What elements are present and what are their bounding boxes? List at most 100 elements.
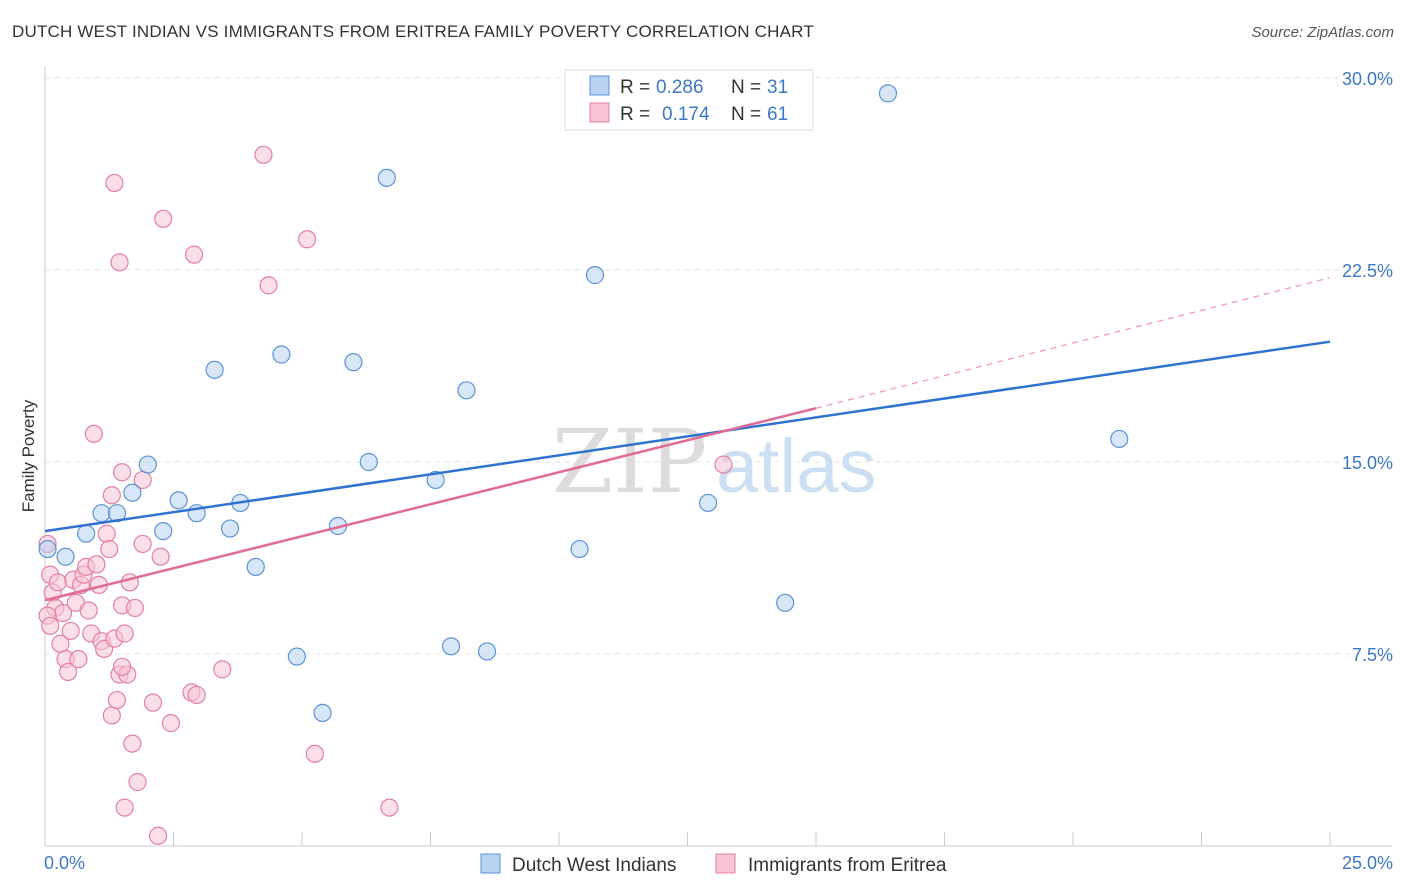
eritrea-point xyxy=(125,598,145,618)
source-label: Source: ZipAtlas.com xyxy=(1251,24,1394,41)
eritrea-point xyxy=(305,744,324,763)
eritrea-point xyxy=(123,734,142,753)
legend-r-label-pink: R = xyxy=(620,104,650,125)
eritrea-point xyxy=(187,685,206,705)
x-tick-label-max: 25.0% xyxy=(1342,853,1393,873)
legend-n-value-pink: 61 xyxy=(767,104,788,125)
gridlines xyxy=(45,77,1392,655)
eritrea-point xyxy=(148,826,168,845)
eritrea-point xyxy=(97,524,116,543)
dutch-west-indian-point xyxy=(169,491,188,510)
dutch-west-indian-point xyxy=(92,504,111,523)
eritrea-point xyxy=(79,601,98,620)
watermark: ZIP atlas xyxy=(552,410,877,513)
dutch-west-indian-point xyxy=(441,637,461,656)
eritrea-point xyxy=(112,657,132,676)
dutch-west-indian-point xyxy=(570,539,589,559)
dutch-west-indian-point xyxy=(477,642,497,661)
y-tick-label: 7.5% xyxy=(1352,645,1393,665)
y-tick-labels: 7.5% 15.0% 22.5% 30.0% xyxy=(1342,69,1393,665)
eritrea-point xyxy=(154,209,173,228)
dutch-west-indian-point xyxy=(56,547,75,566)
eritrea-point xyxy=(105,173,124,193)
eritrea-point xyxy=(184,245,204,264)
eritrea-point xyxy=(143,693,163,712)
dutch-west-indian-point xyxy=(776,593,795,612)
dutch-west-indian-point xyxy=(426,470,445,490)
eritrea-point xyxy=(112,463,132,482)
eritrea-point xyxy=(87,555,106,574)
y-tick-label: 22.5% xyxy=(1342,261,1393,281)
trend-line-eritrea xyxy=(44,407,817,602)
eritrea-point xyxy=(61,621,80,641)
eritrea-point xyxy=(115,798,134,817)
dutch-west-indian-point xyxy=(205,360,224,379)
eritrea-point xyxy=(259,276,278,295)
eritrea-point xyxy=(48,573,67,592)
eritrea-point xyxy=(59,662,78,682)
eritrea-point xyxy=(102,486,121,505)
legend-n-label-pink: N = xyxy=(731,104,761,125)
x-axis-ticks xyxy=(173,832,1331,846)
bottom-legend-label-pink: Immigrants from Eritrea xyxy=(748,855,947,876)
stats-legend: R = 0.286 N = 31 R = 0.174 N = 61 xyxy=(564,69,814,131)
x-tick-label-min: 0.0% xyxy=(44,853,85,873)
y-tick-label: 15.0% xyxy=(1342,453,1393,473)
dutch-west-indian-point xyxy=(1110,429,1129,449)
dutch-west-indian-point xyxy=(123,483,142,502)
eritrea-point xyxy=(41,616,60,635)
trend-line-eritrea-extension xyxy=(815,277,1331,409)
legend-swatch-pink xyxy=(589,102,610,123)
dutch-west-indian-point xyxy=(344,353,363,372)
watermark-atlas: atlas xyxy=(716,424,877,509)
dutch-west-indian-point xyxy=(359,452,378,472)
eritrea-point xyxy=(110,253,129,272)
dutch-west-indian-point xyxy=(220,519,240,538)
trend-lines xyxy=(44,277,1331,602)
series-dutch-west-indians-points xyxy=(38,84,1129,722)
series-legend: Dutch West Indians Immigrants from Eritr… xyxy=(480,853,947,876)
legend-swatch-blue xyxy=(589,75,610,96)
eritrea-point xyxy=(69,650,88,669)
eritrea-point xyxy=(102,706,121,725)
dutch-west-indian-point xyxy=(878,84,898,103)
legend-r-label-blue: R = xyxy=(620,77,650,98)
dutch-west-indian-point xyxy=(585,266,605,285)
eritrea-point xyxy=(115,624,134,643)
y-axis-title: Family Poverty xyxy=(19,399,38,512)
legend-r-value-blue: 0.286 xyxy=(656,77,704,98)
eritrea-point xyxy=(133,534,152,554)
legend-n-value-blue: 31 xyxy=(767,77,788,98)
dutch-west-indian-point xyxy=(377,168,396,187)
bottom-legend-swatch-blue xyxy=(480,853,501,874)
eritrea-point xyxy=(161,714,181,733)
watermark-zip: ZIP xyxy=(552,410,707,513)
eritrea-point xyxy=(714,455,733,474)
dutch-west-indian-point xyxy=(246,557,265,577)
dutch-west-indian-point xyxy=(698,493,718,513)
dutch-west-indian-point xyxy=(287,647,306,666)
chart-title: DUTCH WEST INDIAN VS IMMIGRANTS FROM ERI… xyxy=(12,22,814,41)
eritrea-point xyxy=(107,690,127,710)
legend-n-label-blue: N = xyxy=(731,77,761,98)
dutch-west-indian-point xyxy=(272,345,291,364)
eritrea-point xyxy=(84,424,103,443)
bottom-legend-swatch-pink xyxy=(715,853,736,874)
dutch-west-indian-point xyxy=(138,455,157,474)
eritrea-point xyxy=(128,772,147,792)
eritrea-point xyxy=(151,547,170,566)
dutch-west-indian-point xyxy=(313,703,332,722)
axes xyxy=(44,66,1392,847)
eritrea-point xyxy=(380,798,399,817)
dutch-west-indian-point xyxy=(154,522,173,541)
dutch-west-indian-point xyxy=(457,381,476,400)
bottom-legend-label-blue: Dutch West Indians xyxy=(512,855,676,876)
eritrea-point xyxy=(298,230,317,249)
legend-r-value-pink: 0.174 xyxy=(662,104,710,125)
trend-line-dutch-west-indians xyxy=(44,340,1331,533)
eritrea-point xyxy=(100,539,119,559)
eritrea-point xyxy=(213,660,232,679)
dutch-west-indian-point xyxy=(77,524,96,543)
y-tick-label: 30.0% xyxy=(1342,69,1393,89)
